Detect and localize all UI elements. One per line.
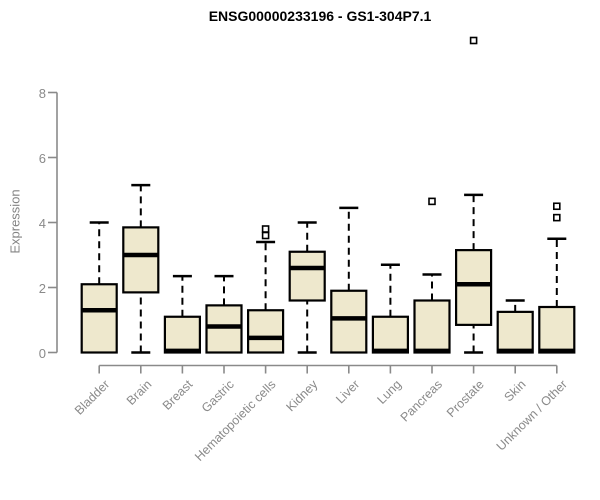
box-unknown-other [538, 305, 576, 354]
outlier-pancreas [428, 197, 436, 206]
box-liver [330, 289, 368, 354]
box-pancreas [413, 299, 451, 354]
y-tick-label-4: 4 [38, 215, 46, 231]
box-prostate [455, 249, 493, 326]
y-tick-label-6: 6 [38, 150, 46, 166]
y-tick-label-2: 2 [38, 280, 46, 296]
outlier-unknown-other [552, 213, 561, 222]
chart-title: ENSG00000233196 - GS1-304P7.1 [208, 8, 432, 24]
box-lung [371, 315, 409, 354]
box-gastric [205, 304, 243, 354]
box-hematopoietic-cells [247, 309, 285, 354]
box-bladder [80, 283, 118, 354]
outlier-hematopoietic-cells [261, 225, 270, 233]
y-tick-label-8: 8 [38, 85, 46, 101]
box-breast [163, 315, 201, 354]
outlier-hematopoietic-cells [261, 231, 270, 240]
outlier-unknown-other [552, 202, 561, 211]
box-skin [496, 310, 534, 354]
box-brain [122, 226, 160, 294]
outlier-prostate [469, 36, 478, 45]
box-kidney [288, 250, 326, 302]
y-tick-label-0: 0 [38, 345, 46, 361]
